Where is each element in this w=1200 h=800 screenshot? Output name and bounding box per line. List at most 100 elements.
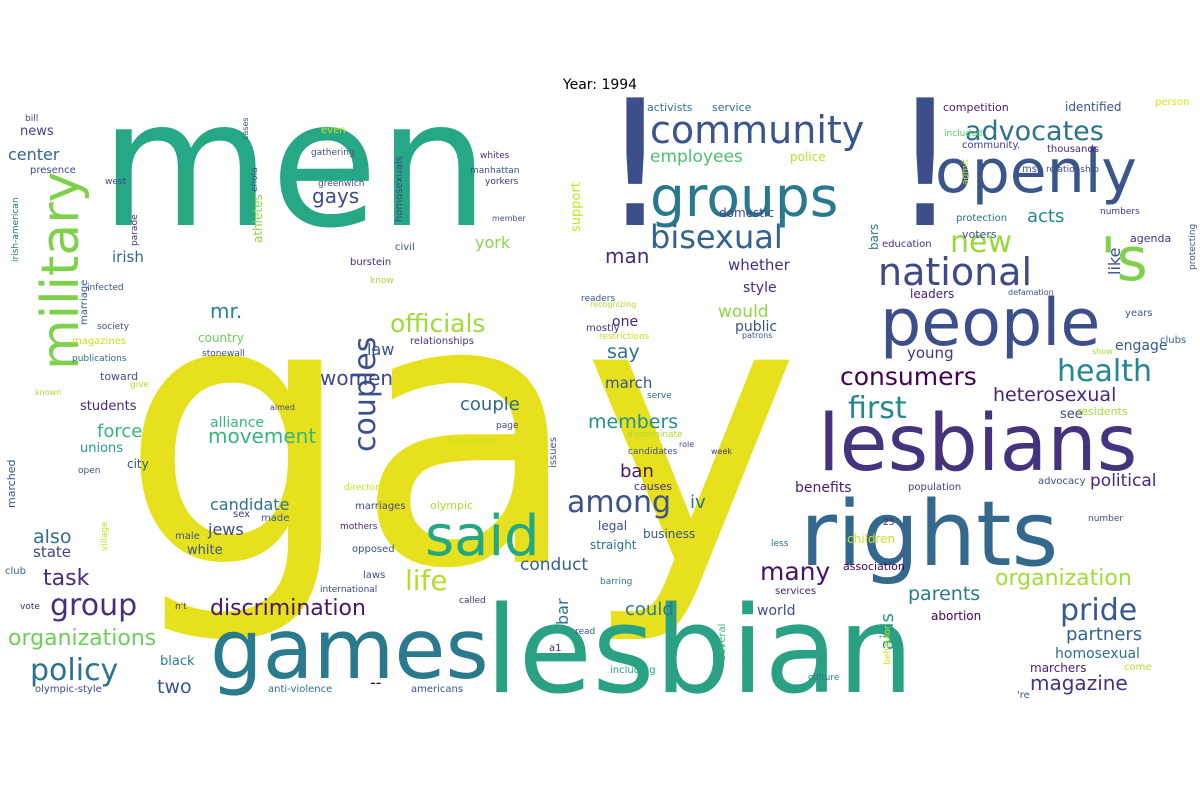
word-residents: residents <box>1077 405 1128 418</box>
word-city: city <box>127 457 149 471</box>
word-many: many <box>760 557 831 586</box>
word-games: games <box>210 601 489 698</box>
word-open: open <box>78 466 100 476</box>
word-acts: acts <box>1027 206 1064 227</box>
word-yorkers: yorkers <box>485 177 519 187</box>
word-organizations: organizations <box>8 626 156 651</box>
word-center: center <box>8 145 60 164</box>
word-national: national <box>878 250 1032 294</box>
word-role: role <box>679 440 694 449</box>
word-barring: barring <box>600 577 632 587</box>
word-including: including <box>610 665 656 676</box>
word-parents: parents <box>908 583 980 605</box>
word-marched: marched <box>5 459 18 508</box>
word-openly: openly <box>935 137 1137 207</box>
word-made: made <box>261 513 289 524</box>
word-causes: causes <box>634 480 672 493</box>
word-bill: bill <box>25 114 38 124</box>
word-couple: couple <box>460 394 520 415</box>
word-mothers: mothers <box>340 522 378 532</box>
word-unions: unions <box>80 441 123 456</box>
word-gathering: gathering <box>311 148 355 158</box>
word-west: west <box>105 177 127 187</box>
word-voters: voters <box>962 228 997 241</box>
word-show: show <box>1092 347 1113 356</box>
word-thousands: thousands <box>1047 144 1099 155</box>
word-people: people <box>880 286 1100 361</box>
word-aimed: aimed <box>270 403 295 412</box>
word-bars: bars <box>867 224 881 250</box>
word-group: group <box>50 588 137 623</box>
word-health: health <box>1057 354 1152 389</box>
word-aids: aids <box>877 613 898 650</box>
word-world: world <box>757 603 796 619</box>
word-task: task <box>43 566 90 591</box>
word-relationship: relationship <box>1046 165 1099 175</box>
word-culture: culture <box>808 673 840 683</box>
word-homosexual: homosexual <box>1055 646 1140 662</box>
word-march: march <box>605 374 652 392</box>
word-education: education <box>882 239 932 250</box>
word-new: new <box>950 225 1012 260</box>
word-known: known <box>35 388 61 397</box>
word-jews: jews <box>207 520 244 539</box>
word-a1: a1 <box>549 643 562 654</box>
word-ms: ms. <box>1022 164 1040 175</box>
word-life: life <box>405 564 448 597</box>
word-week: week <box>711 447 732 456</box>
word-irish-american: irish-american <box>11 197 21 262</box>
word-benefits: benefits <box>795 480 852 496</box>
word-clubs: clubs <box>1160 335 1186 346</box>
word-members: members <box>588 411 678 433</box>
word-advocacy: advocacy <box>1038 476 1086 487</box>
word-village: village <box>100 521 110 551</box>
word-leaders: leaders <box>910 287 954 301</box>
word-numbers: numbers <box>1100 207 1140 217</box>
word-engage: engage <box>1115 338 1167 354</box>
word-news: news <box>20 124 54 139</box>
word-person: person <box>1155 97 1189 108</box>
word-see: see <box>1060 407 1083 422</box>
word-white: white <box>187 543 223 558</box>
word-know: know <box>370 276 394 286</box>
word-mark: ! <box>890 64 960 267</box>
word-pride: pride <box>1060 593 1137 628</box>
word-defamation: defamation <box>1008 288 1054 297</box>
word-alliance: alliance <box>210 415 264 431</box>
word-director: director <box>344 483 379 493</box>
word-anti-violence: anti-violence <box>268 684 332 695</box>
word-olympic-style: olympic-style <box>35 684 102 695</box>
word-public: public <box>735 319 777 335</box>
word-candidates: candidates <box>628 447 678 457</box>
word-opposed: opposed <box>352 544 395 555</box>
word-infected: infected <box>87 283 124 293</box>
word-less: less <box>771 539 789 549</box>
word-burstein: burstein <box>350 257 391 268</box>
word-said: said <box>425 504 540 569</box>
word-toward: toward <box>100 370 138 383</box>
word-admit: admit <box>961 159 971 185</box>
word-patrons: patrons <box>742 331 772 340</box>
word-presence: presence <box>30 165 76 176</box>
word-discrimination: discrimination <box>210 596 366 621</box>
word-organization: organization <box>995 566 1132 591</box>
word-issues: issues <box>548 437 559 468</box>
word-women: women <box>320 366 393 390</box>
word-come: come <box>1124 662 1152 673</box>
word-s: 's <box>1100 225 1148 295</box>
word-gay: gay <box>120 220 801 650</box>
word-would: would <box>718 302 769 322</box>
word-association: association <box>843 560 905 573</box>
word-parade: parade <box>130 214 140 246</box>
word-abortion: abortion <box>931 609 981 623</box>
word-rights: rights <box>800 482 1058 587</box>
word-movement: movement <box>208 424 316 448</box>
word-competition: competition <box>943 101 1009 114</box>
word-even: even <box>321 125 346 136</box>
word-community: community <box>650 108 864 152</box>
word-behavior: behavior <box>883 625 893 665</box>
word-conduct: conduct <box>520 555 588 575</box>
word-protection: protection <box>956 213 1007 224</box>
word-greenwich: greenwich <box>318 179 365 189</box>
